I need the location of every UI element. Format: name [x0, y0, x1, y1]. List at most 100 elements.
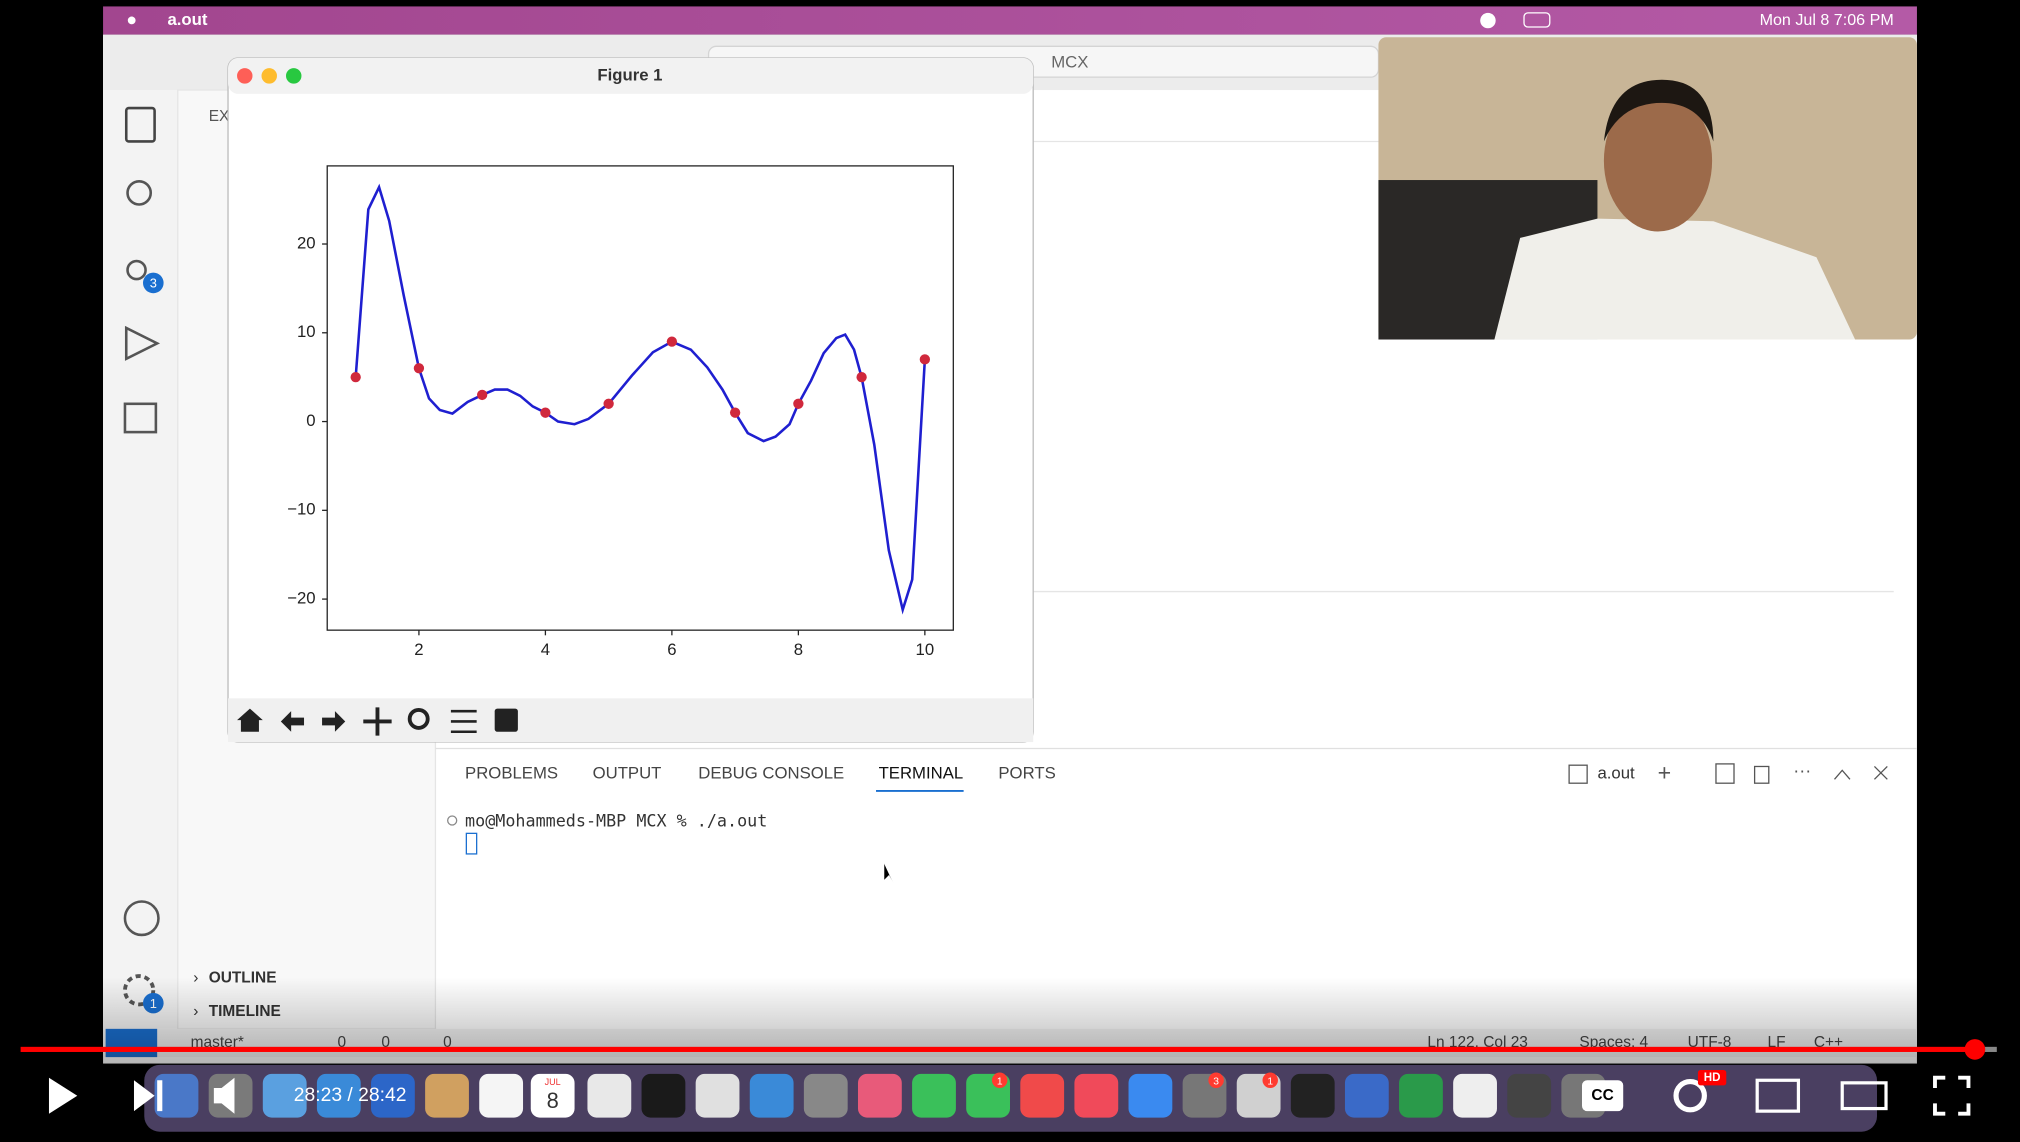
- trash-icon[interactable]: [1753, 765, 1770, 784]
- fullscreen-button[interactable]: [1933, 1075, 1971, 1116]
- webcam-hair: [1603, 79, 1714, 142]
- play-button[interactable]: [48, 1077, 78, 1114]
- new-terminal[interactable]: +: [1658, 759, 1672, 785]
- forward-button[interactable]: [322, 711, 346, 732]
- menubar: [103, 6, 1917, 35]
- dock-badge: [1208, 1072, 1224, 1088]
- data-line: [354, 183, 927, 615]
- app-name[interactable]: a.out: [167, 10, 207, 29]
- close-panel-icon[interactable]: [1873, 766, 1888, 780]
- panel-tab[interactable]: DEBUG CONSOLE: [698, 764, 844, 783]
- settings-button[interactable]: [1673, 1078, 1707, 1113]
- dock-icon[interactable]: [1128, 1073, 1173, 1118]
- save-button[interactable]: [494, 708, 518, 732]
- data-point: [540, 407, 551, 418]
- dock-icon[interactable]: [1507, 1073, 1552, 1118]
- plot-area: [326, 165, 954, 631]
- search-icon[interactable]: [126, 180, 153, 206]
- record-icon[interactable]: [1480, 12, 1496, 29]
- time-display: 28:23 / 28:42: [294, 1085, 407, 1106]
- x-tick-label: 6: [667, 640, 676, 659]
- progress-played[interactable]: [20, 1046, 1975, 1052]
- data-point: [413, 363, 425, 374]
- figure-titlebar: [228, 57, 1034, 94]
- calendar-month: JUL: [545, 1077, 561, 1087]
- back-button[interactable]: [280, 711, 305, 732]
- dock-icon[interactable]: [1290, 1073, 1335, 1118]
- cc-button[interactable]: [1581, 1080, 1624, 1112]
- data-point: [919, 354, 931, 365]
- account-icon[interactable]: [123, 900, 160, 937]
- mouse-cursor: [883, 862, 895, 886]
- apple-icon[interactable]: ●: [126, 9, 137, 29]
- volume-button[interactable]: [213, 1077, 235, 1114]
- dock-badge-text: 3: [1213, 1076, 1219, 1087]
- zoom-button[interactable]: [285, 68, 302, 84]
- panel-tab[interactable]: TERMINAL: [879, 764, 964, 783]
- configure-button[interactable]: [450, 709, 477, 734]
- dock-icon[interactable]: [1453, 1073, 1497, 1118]
- zoom-tool-button[interactable]: [407, 707, 430, 730]
- panel-tab[interactable]: OUTPUT: [593, 764, 662, 783]
- close-button[interactable]: [237, 68, 253, 84]
- dock-icon[interactable]: [154, 1073, 199, 1118]
- webcam-shirt: [1494, 218, 1856, 340]
- scm-badge: [142, 272, 164, 294]
- x-tick-label: 10: [916, 640, 935, 659]
- dock: [144, 1064, 1878, 1132]
- dock-icon[interactable]: [479, 1073, 524, 1118]
- debug-icon[interactable]: [124, 325, 161, 361]
- dock-icon[interactable]: [749, 1073, 794, 1118]
- terminal-name[interactable]: a.out: [1597, 764, 1635, 783]
- extensions-icon[interactable]: [123, 402, 158, 434]
- progress-remaining[interactable]: [1974, 1046, 1997, 1052]
- calendar-day: 8: [547, 1088, 559, 1113]
- dock-icon[interactable]: [262, 1073, 307, 1118]
- split-icon[interactable]: [1715, 763, 1735, 784]
- dock-icon[interactable]: [803, 1073, 848, 1118]
- dock-icon[interactable]: [371, 1073, 415, 1118]
- clock[interactable]: Mon Jul 8 7:06 PM: [1760, 11, 1894, 29]
- maximize-icon[interactable]: [1834, 769, 1851, 780]
- scm-icon[interactable]: [126, 259, 147, 281]
- dock-icon[interactable]: [587, 1073, 632, 1118]
- y-tick-label: 0: [306, 411, 315, 430]
- dock-icon[interactable]: [857, 1073, 902, 1118]
- theater-button[interactable]: [1840, 1081, 1888, 1111]
- dock-icon[interactable]: [695, 1073, 740, 1118]
- dock-icon[interactable]: [1074, 1073, 1119, 1118]
- y-tick-label: −20: [287, 589, 315, 608]
- pan-button[interactable]: [363, 707, 392, 736]
- dock-icon[interactable]: [425, 1073, 469, 1118]
- next-button[interactable]: [133, 1080, 163, 1112]
- dock-icon[interactable]: [316, 1073, 361, 1118]
- battery[interactable]: [1523, 12, 1551, 28]
- data-point: [603, 398, 614, 409]
- more-icon[interactable]: ···: [1793, 760, 1811, 780]
- terminal-icon: [1568, 764, 1588, 784]
- minimize-button[interactable]: [261, 68, 277, 84]
- dock-icon[interactable]: [1344, 1073, 1389, 1118]
- explorer-icon[interactable]: [124, 106, 156, 143]
- panel-tab[interactable]: PORTS: [998, 764, 1055, 783]
- x-tick-label: 4: [541, 640, 550, 659]
- dock-badge-text: 1: [997, 1076, 1003, 1087]
- dock-icon[interactable]: [1020, 1073, 1065, 1118]
- scrubber[interactable]: [1964, 1039, 1986, 1060]
- x-tick-label: 2: [414, 640, 423, 659]
- miniplayer-button[interactable]: [1755, 1078, 1801, 1113]
- y-tick-label: 20: [297, 233, 316, 252]
- dock-icon[interactable]: [1399, 1073, 1443, 1118]
- terminal-cursor: [465, 832, 478, 855]
- search-text: MCX: [1051, 52, 1088, 71]
- dock-badge-text: 1: [1267, 1076, 1273, 1087]
- panel-tab[interactable]: PROBLEMS: [465, 764, 558, 783]
- dock-icon[interactable]: [912, 1073, 956, 1118]
- webcam-face: [1603, 90, 1713, 232]
- dock-badge: [1262, 1072, 1278, 1088]
- terminal-line[interactable]: mo@Mohammeds-MBP MCX % ./a.out: [465, 810, 767, 830]
- dock-icon[interactable]: [641, 1073, 686, 1118]
- y-tick-label: −10: [287, 500, 315, 519]
- calendar-icon[interactable]: [530, 1073, 575, 1118]
